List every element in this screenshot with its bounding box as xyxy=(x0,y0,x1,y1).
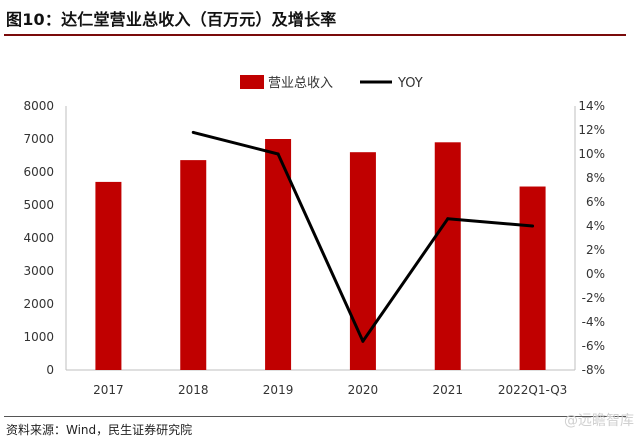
source-rule xyxy=(4,416,626,417)
yoy-point xyxy=(446,217,450,221)
x-tick-label: 2021 xyxy=(432,383,463,397)
x-axis: 2017 2018 2019 2020 2021 2022Q1-Q3 xyxy=(93,383,567,397)
bar xyxy=(519,186,546,370)
y-left-axis: 0 1000 2000 3000 4000 5000 6000 7000 8000 xyxy=(23,99,54,377)
y-right-tick-label: 2% xyxy=(586,243,605,257)
y-left-tick-label: 6000 xyxy=(23,165,54,179)
title-rule xyxy=(4,34,626,36)
y-left-tick-label: 3000 xyxy=(23,264,54,278)
axes xyxy=(65,106,576,371)
x-tick-label: 2019 xyxy=(263,383,294,397)
bar xyxy=(95,181,122,370)
figure-title: 图10：达仁堂营业总收入（百万元）及增长率 xyxy=(6,10,337,29)
y-right-tick-label: -6% xyxy=(582,339,605,353)
y-right-tick-label: 4% xyxy=(586,219,605,233)
y-right-tick-label: -2% xyxy=(582,291,605,305)
yoy-point xyxy=(276,152,280,156)
y-right-tick-label: 12% xyxy=(578,123,605,137)
legend-label-bar: 营业总收入 xyxy=(268,76,333,91)
y-right-tick-label: 6% xyxy=(586,195,605,209)
legend-label-line: YOY xyxy=(397,76,423,91)
legend-swatch-bar xyxy=(240,75,264,89)
x-tick-label: 2022Q1-Q3 xyxy=(498,383,567,397)
y-left-tick-label: 0 xyxy=(46,363,54,377)
bar xyxy=(349,152,376,370)
legend: 营业总收入 YOY xyxy=(240,75,423,91)
x-tick-label: 2017 xyxy=(93,383,124,397)
bar xyxy=(180,160,207,370)
y-left-tick-label: 1000 xyxy=(23,330,54,344)
y-left-tick-label: 8000 xyxy=(23,99,54,113)
bar xyxy=(265,139,292,370)
y-left-tick-label: 2000 xyxy=(23,297,54,311)
y-right-tick-label: -8% xyxy=(582,363,605,377)
bars xyxy=(95,139,546,370)
yoy-point xyxy=(361,339,365,343)
y-left-tick-label: 5000 xyxy=(23,198,54,212)
bar xyxy=(434,142,461,370)
y-right-tick-label: 0% xyxy=(586,267,605,281)
y-right-tick-label: 14% xyxy=(578,99,605,113)
watermark: @远瞻智库 xyxy=(564,413,634,429)
x-tick-label: 2020 xyxy=(348,383,379,397)
y-left-tick-label: 7000 xyxy=(23,132,54,146)
yoy-point xyxy=(531,224,535,228)
y-left-tick-label: 4000 xyxy=(23,231,54,245)
yoy-point xyxy=(191,130,195,134)
y-right-tick-label: -4% xyxy=(582,315,605,329)
source-note: 资料来源：Wind，民生证券研究院 xyxy=(6,423,193,437)
yoy-line xyxy=(191,130,535,343)
y-right-axis: -8% -6% -4% -2% 0% 2% 4% 6% 8% 10% 12% 14% xyxy=(578,99,605,377)
x-tick-label: 2018 xyxy=(178,383,209,397)
y-right-tick-label: 10% xyxy=(578,147,605,161)
y-right-tick-label: 8% xyxy=(586,171,605,185)
